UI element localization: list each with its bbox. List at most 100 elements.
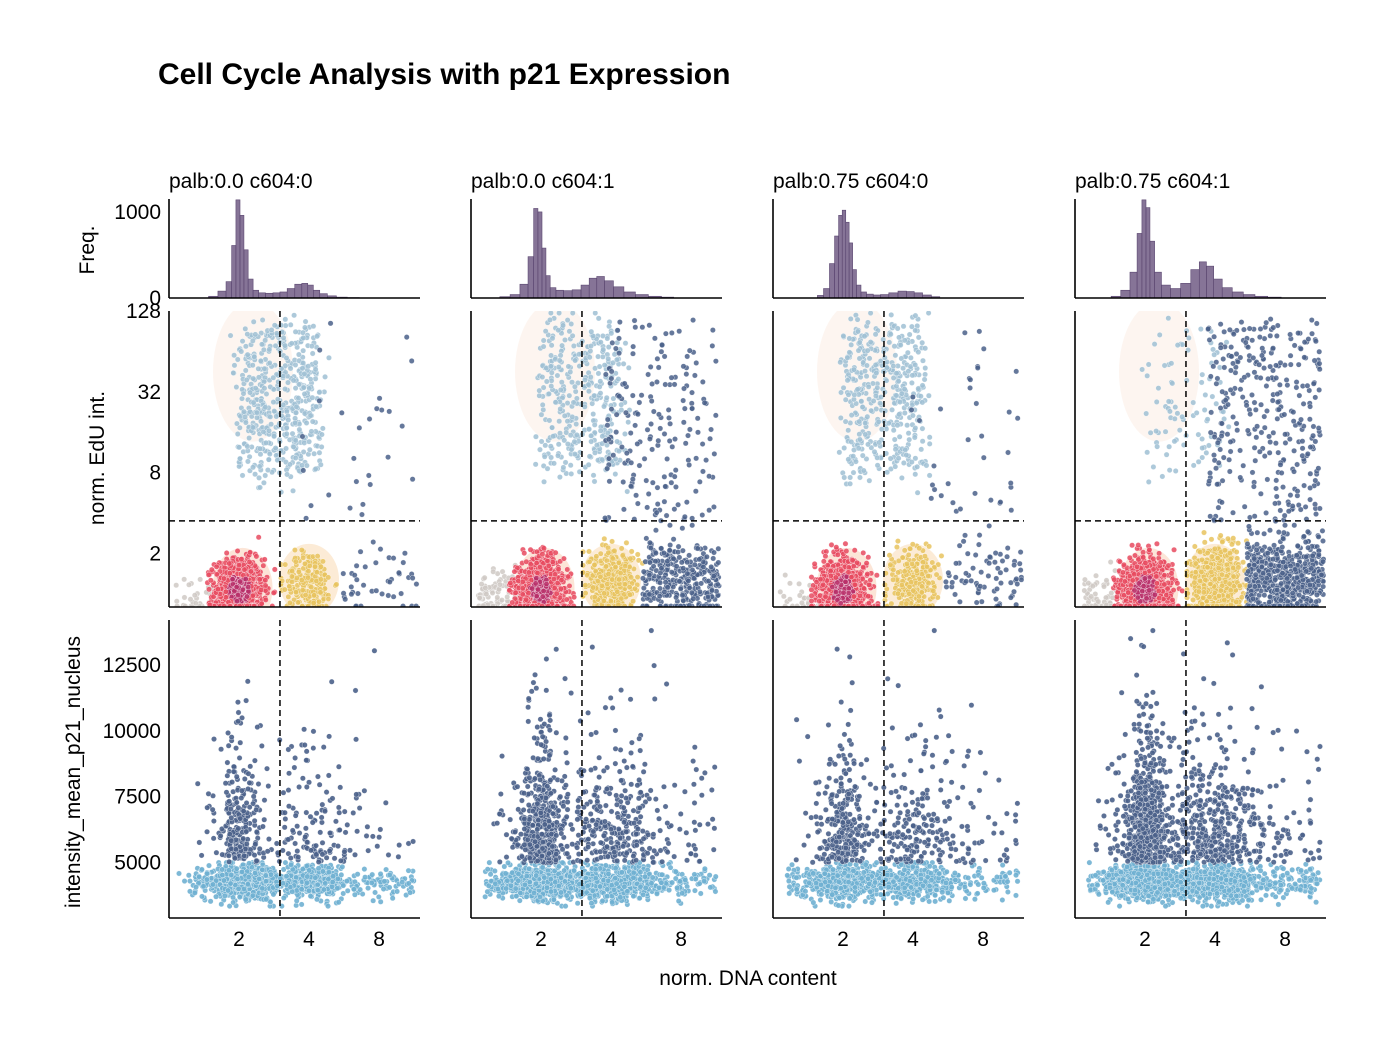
edu-point (307, 376, 314, 383)
edu-point (206, 601, 213, 607)
edu-point (266, 451, 273, 457)
p21-point (288, 861, 294, 868)
edu-point (303, 420, 310, 426)
edu-point (614, 588, 621, 595)
edu-point (269, 603, 276, 607)
edu-point (289, 568, 296, 574)
edu-point (242, 343, 249, 350)
edu-point (252, 471, 258, 478)
edu-point (385, 454, 391, 461)
p21-point (251, 817, 258, 824)
p21-point (341, 848, 348, 855)
edu-point (261, 365, 268, 372)
panel-1: palb:0.0 c604:00100028321282482485000750… (103, 170, 424, 951)
edu-point (270, 399, 277, 405)
edu-point (261, 479, 267, 486)
hist-bar (549, 287, 557, 299)
edu-point (257, 451, 264, 458)
p21-point (218, 746, 224, 753)
edu-point (551, 585, 558, 591)
p21-point (235, 709, 242, 716)
p21-point (254, 724, 261, 730)
p21-point (219, 851, 226, 858)
hist-bar (533, 208, 539, 299)
edu-point (312, 375, 319, 382)
edu-point (595, 315, 602, 322)
p21-point (338, 871, 345, 878)
p21-point (226, 798, 233, 805)
p21-point (247, 763, 254, 770)
p21-point (322, 808, 328, 815)
edu-point (305, 568, 312, 575)
p21-point (204, 828, 210, 835)
edu-point (377, 546, 384, 552)
edu-point (327, 320, 334, 327)
p21-point (204, 870, 210, 877)
edu-point (255, 534, 262, 541)
edu-point (250, 318, 257, 325)
edu-point (340, 590, 347, 597)
edu-point (237, 455, 243, 462)
p21-point (380, 886, 387, 892)
edu-point (622, 340, 629, 347)
p21-point (306, 887, 312, 894)
p21-point (228, 872, 235, 878)
p21-point (240, 808, 247, 815)
edu-point (580, 569, 586, 576)
p21-point (327, 830, 333, 836)
p21-point (209, 806, 216, 813)
edu-point (309, 394, 316, 401)
p21-point (363, 833, 370, 839)
p21-point (338, 857, 344, 864)
p21-point (325, 876, 332, 883)
edu-point (242, 414, 248, 420)
edu-point (305, 574, 311, 581)
edu-point (300, 449, 307, 455)
edu-point (605, 603, 612, 607)
edu-point (390, 593, 397, 600)
edu-point (590, 584, 597, 591)
edu-point (236, 444, 243, 451)
edu-point (262, 582, 269, 589)
edu-point (182, 603, 189, 607)
p21-point (336, 809, 343, 816)
p21-point (320, 868, 326, 875)
edu-point (244, 331, 251, 338)
p21-point (399, 879, 406, 885)
p21-point (321, 886, 327, 893)
p21-point (264, 765, 270, 772)
edu-point (591, 478, 598, 485)
p21-point (213, 877, 220, 884)
edu-point (293, 409, 299, 416)
edu-point (356, 424, 363, 431)
edu-point (541, 453, 548, 460)
p21-point (224, 759, 231, 766)
p21-point (333, 818, 339, 825)
p21-point (225, 730, 231, 736)
edu-point (545, 562, 552, 569)
p21-point (383, 866, 389, 873)
p21-point (200, 883, 207, 890)
edu-point (282, 386, 288, 392)
edu-point (303, 462, 310, 469)
p21-point (219, 872, 226, 878)
p21-point (253, 829, 260, 835)
figure-title: Cell Cycle Analysis with p21 Expression (158, 58, 730, 91)
edu-point (252, 385, 259, 392)
p21-point (335, 875, 341, 882)
edu-point (249, 592, 256, 599)
edu-point (197, 576, 204, 583)
edu-point (274, 457, 281, 463)
edu-point (499, 597, 505, 603)
edu-point (357, 548, 364, 555)
edu-point (302, 324, 308, 331)
p21-point (320, 744, 327, 751)
edu-point (229, 576, 236, 583)
edu-point (234, 356, 241, 363)
edu-point (241, 408, 247, 415)
edu-point (301, 370, 308, 377)
p21-point (226, 858, 233, 865)
edu-point (564, 566, 571, 573)
edu-point (262, 596, 269, 603)
edu-point (268, 421, 274, 428)
